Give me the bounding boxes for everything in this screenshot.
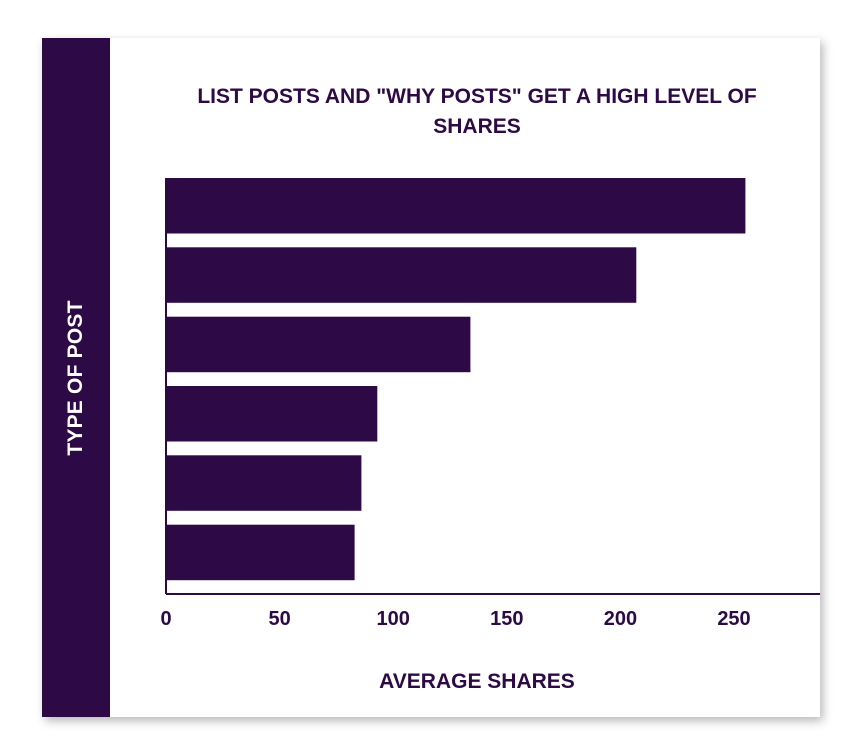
chart-title: LIST POSTS AND "WHY POSTS" GET A HIGH LE…: [197, 85, 757, 138]
bar-3: [166, 316, 471, 373]
x-tick-label: 100: [377, 608, 410, 630]
bars-group: [166, 178, 746, 581]
x-tick-label: 250: [717, 608, 750, 630]
bar-1: [166, 178, 746, 234]
x-axis-label: AVERAGE SHARES: [379, 670, 575, 693]
x-tick-label: 200: [604, 608, 637, 630]
x-tick-label: 50: [268, 608, 290, 630]
x-tick-label: 150: [490, 608, 523, 630]
bar-2: [166, 247, 637, 303]
bar-chart-plot: 0 50 100 150 200 250: [160, 178, 820, 630]
bar-5: [166, 455, 362, 511]
chart-card: TYPE OF POST LIST POSTS AND "WHY POSTS" …: [42, 38, 820, 717]
bar-6: [166, 524, 355, 581]
x-tick-label: 0: [160, 608, 171, 630]
bar-4: [166, 386, 378, 442]
y-axis-strip: TYPE OF POST: [42, 38, 110, 717]
x-ticks-group: 0 50 100 150 200 250: [160, 608, 750, 630]
